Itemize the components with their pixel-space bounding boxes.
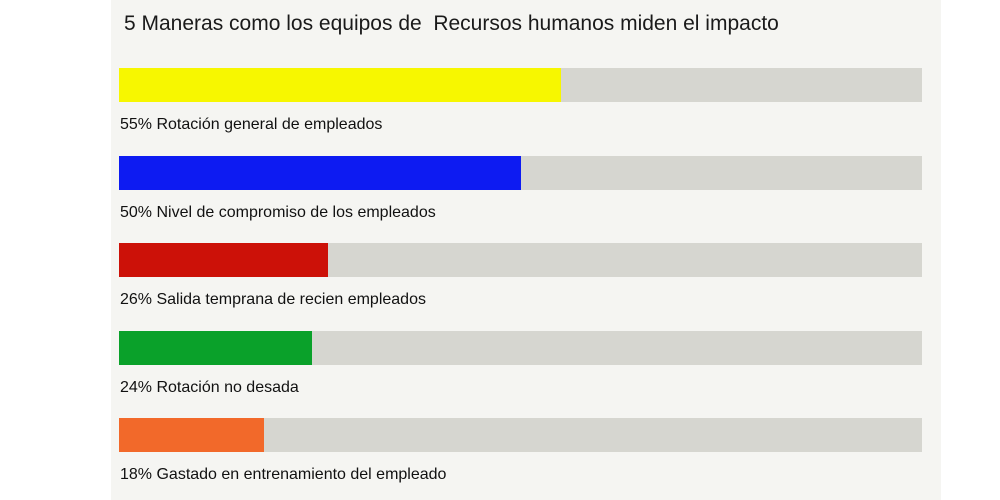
bar-label: 18% Gastado en entrenamiento del emplead… — [120, 466, 447, 483]
bar-label: 55% Rotación general de empleados — [120, 116, 383, 133]
bar-track — [119, 243, 922, 277]
bar-label: 24% Rotación no desada — [120, 378, 299, 396]
bar-fill — [119, 68, 561, 102]
bar-label: 26% Salida temprana de recien empleados — [120, 291, 426, 308]
bar-fill — [119, 418, 264, 452]
chart-title: 5 Maneras como los equipos de Recursos h… — [124, 12, 779, 35]
bar-fill — [119, 243, 328, 277]
bar-label: 50% Nivel de compromiso de los empleados — [120, 203, 436, 221]
bar-track — [119, 68, 922, 102]
bar-fill — [119, 330, 312, 365]
bar-track — [119, 418, 922, 452]
bar-fill — [119, 155, 521, 190]
bar-track — [119, 330, 922, 365]
bar-track — [119, 155, 922, 190]
